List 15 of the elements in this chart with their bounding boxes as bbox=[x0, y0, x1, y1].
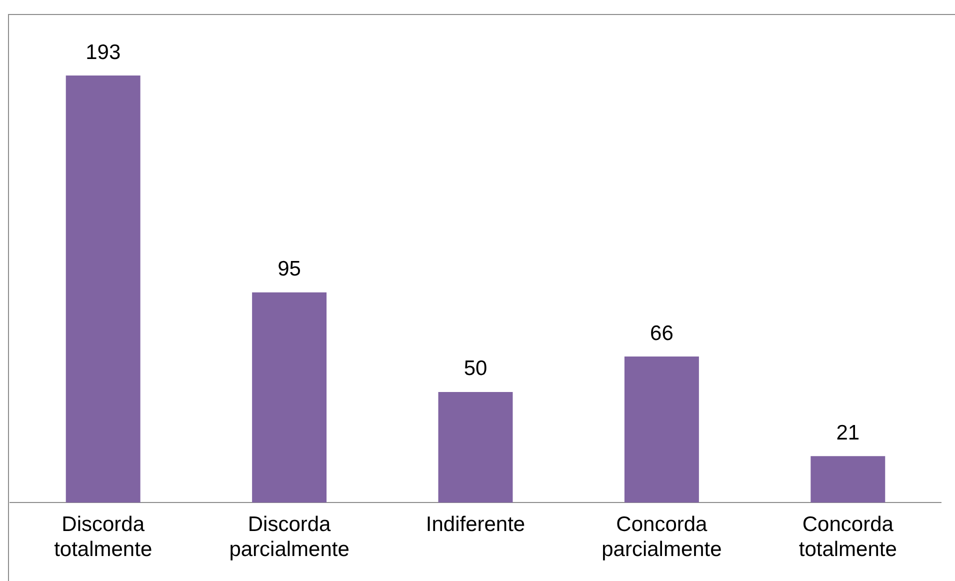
bar bbox=[810, 456, 886, 503]
x-tick-label: Concorda totalmente bbox=[798, 512, 897, 562]
x-tick-label: Discorda parcialmente bbox=[229, 512, 350, 562]
data-label: 95 bbox=[278, 258, 301, 281]
data-label: 193 bbox=[86, 40, 121, 64]
data-label: 50 bbox=[464, 357, 488, 380]
bar bbox=[438, 392, 513, 503]
bar bbox=[66, 75, 140, 503]
x-tick-label: Discorda totalmente bbox=[54, 512, 152, 562]
bar bbox=[252, 292, 327, 503]
bar bbox=[624, 356, 699, 503]
x-tick-label: Indiferente bbox=[426, 512, 526, 536]
data-label: 66 bbox=[650, 322, 674, 345]
data-label: 21 bbox=[836, 421, 860, 444]
x-tick-label: Concorda parcialmente bbox=[602, 512, 722, 562]
